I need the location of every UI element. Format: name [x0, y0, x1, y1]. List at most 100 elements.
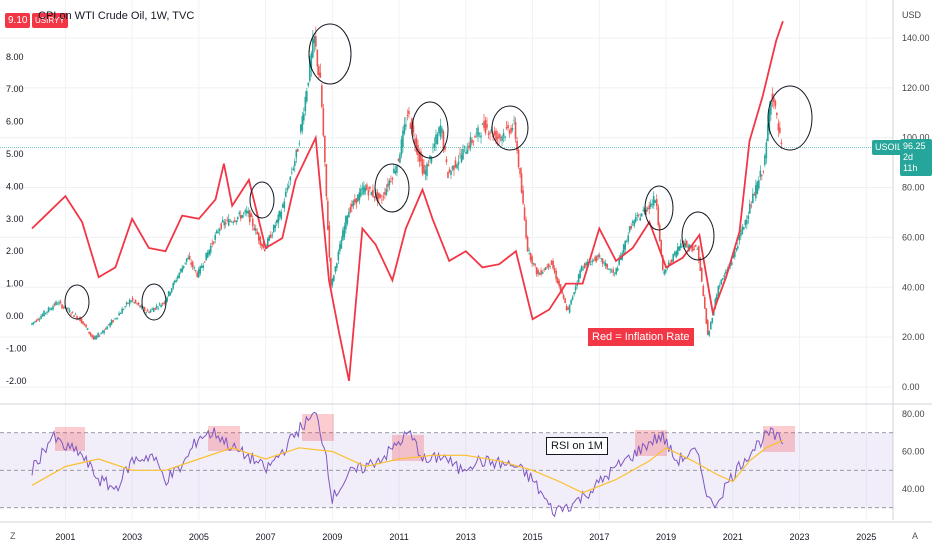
candle-body [442, 131, 445, 149]
candle-body [625, 241, 628, 243]
candle-body [613, 272, 616, 274]
inflation-line [31, 20, 784, 381]
candle-body [280, 211, 283, 219]
candle-body [562, 295, 565, 299]
candle-body [426, 163, 428, 177]
candle-body [396, 165, 398, 173]
candle-body [271, 234, 274, 236]
right-axis-tick: 100.00 [902, 133, 930, 143]
candle-body [637, 214, 640, 216]
footer-left[interactable]: Z [10, 531, 16, 541]
candle-body [229, 221, 232, 222]
candle-body [765, 142, 768, 159]
time-axis-tick: 2011 [389, 532, 408, 542]
left-axis-tick: 8.00 [6, 52, 24, 62]
candle-body [450, 170, 452, 176]
candle-body [336, 263, 338, 268]
candle-body [756, 181, 759, 194]
candle-body [573, 292, 575, 295]
candle-body [505, 127, 508, 129]
candle-body [385, 188, 388, 195]
candle-body [743, 226, 745, 230]
candle-body [149, 310, 152, 313]
candle-body [59, 301, 62, 303]
rsi-line [31, 411, 784, 518]
candle-body [191, 261, 194, 268]
price-tag: 96.25 2d 11h [900, 139, 932, 176]
candle-body [702, 285, 705, 296]
candle-body [574, 286, 577, 291]
candle-body [447, 171, 449, 178]
candle-body [669, 262, 672, 264]
candle-body [38, 319, 41, 321]
candle-body [242, 212, 245, 214]
candle-body [420, 151, 422, 162]
candle-body [58, 302, 60, 304]
candle-body [694, 245, 697, 247]
candle-body [70, 313, 72, 315]
candle-body [202, 265, 204, 268]
candle-body [681, 246, 684, 248]
candle-body [119, 313, 122, 314]
candle-body [80, 318, 83, 324]
candle-body [468, 145, 470, 149]
candle-body [169, 292, 171, 296]
candle-body [609, 269, 611, 271]
candle-body [351, 203, 353, 208]
candle-body [391, 177, 394, 180]
candle-body [262, 244, 265, 248]
candle-body [247, 211, 250, 214]
candle-body [504, 136, 506, 138]
candle-body [495, 130, 497, 141]
candle-body [41, 314, 44, 317]
candle-body [409, 123, 412, 129]
candle-body [322, 108, 325, 136]
candle-body [345, 216, 347, 230]
candle-body [684, 242, 687, 247]
candle-body [263, 249, 266, 252]
candle-body [179, 269, 182, 272]
candle-body [773, 97, 775, 103]
candle-body [510, 127, 512, 133]
candle-body [233, 220, 236, 222]
candle-body [253, 227, 256, 231]
candle-body [97, 333, 99, 337]
candle-body [517, 149, 520, 167]
candle-body [400, 139, 403, 155]
highlight-circle [141, 283, 167, 321]
highlight-circle [644, 185, 674, 231]
candle-body [715, 294, 718, 301]
candle-body [688, 244, 691, 248]
candle-body [747, 215, 750, 219]
candle-body [184, 262, 186, 264]
candle-body [678, 246, 681, 251]
candle-body [244, 210, 247, 213]
candle-body [691, 245, 694, 251]
candle-body [360, 188, 362, 197]
candle-body [337, 251, 340, 261]
candle-body [206, 252, 209, 258]
candle-body [583, 263, 586, 269]
footer-right[interactable]: A [912, 531, 919, 541]
left-axis-tick: 7.00 [6, 84, 24, 94]
candle-body [297, 149, 299, 152]
candle-body [215, 230, 218, 234]
candle-body [556, 277, 559, 284]
candle-body [122, 309, 125, 311]
candle-body [594, 256, 596, 261]
candle-body [543, 269, 545, 271]
candle-body [112, 320, 114, 323]
candle-body [454, 160, 457, 168]
candle-body [768, 108, 771, 131]
candle-body [601, 258, 604, 264]
candle-body [238, 212, 241, 215]
candle-body [127, 303, 129, 304]
candle-body [214, 234, 217, 240]
candle-body [286, 188, 289, 191]
price-value: 96.25 [903, 141, 926, 151]
candle-body [579, 270, 581, 279]
candle-body [523, 207, 526, 221]
candle-body [300, 124, 302, 133]
left-axis-tick: 4.00 [6, 181, 24, 191]
candle-body [630, 226, 632, 229]
